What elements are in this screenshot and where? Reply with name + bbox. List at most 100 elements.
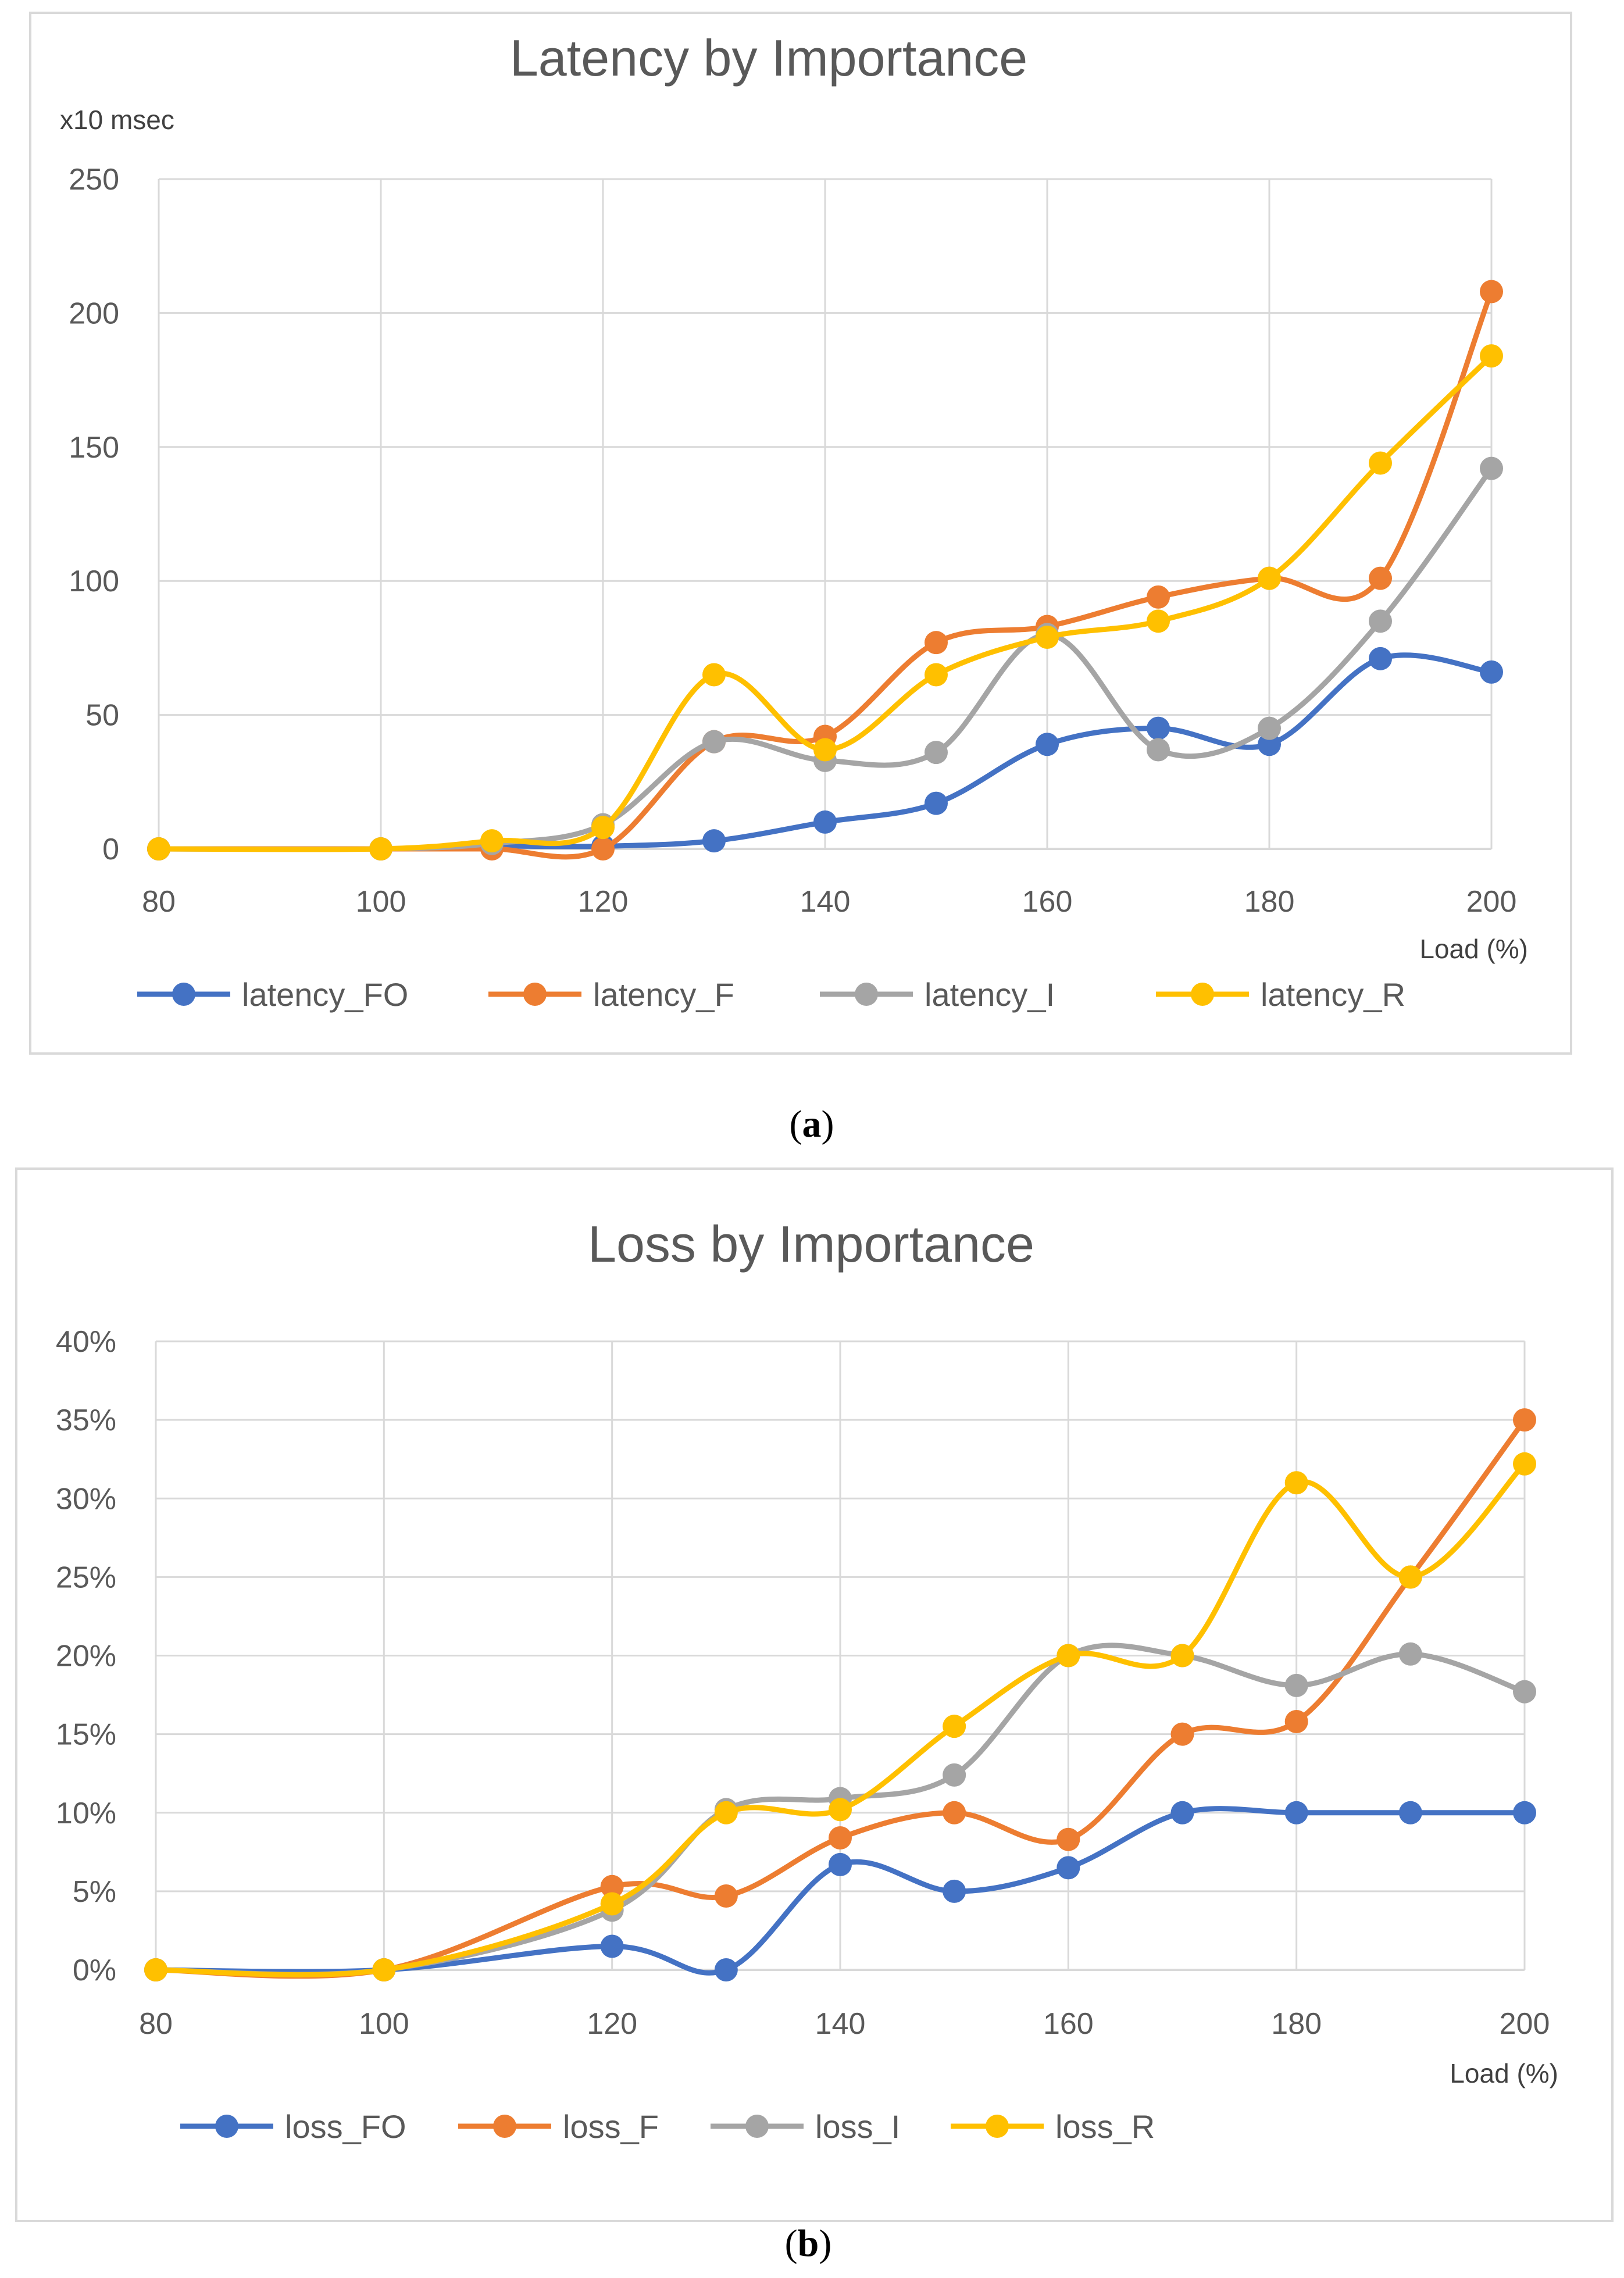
point-loss_F-160 <box>1057 1827 1080 1851</box>
latency-y-tick-3: 150 <box>69 431 119 465</box>
point-latency_F-120 <box>591 837 615 861</box>
chart-loss-series <box>144 1408 1536 1981</box>
point-loss_R-150 <box>943 1715 966 1738</box>
point-loss_I-180 <box>1284 1673 1308 1697</box>
point-latency_I-200 <box>1480 456 1503 480</box>
legend-item-loss_R: loss_R <box>951 2108 1155 2145</box>
chart-latency-series <box>147 280 1503 861</box>
loss-y-tick-2: 10% <box>56 1797 116 1830</box>
point-loss_FO-120 <box>600 1934 624 1958</box>
legend-label-loss_F: loss_F <box>563 2108 659 2145</box>
legend-marker-loss_FO <box>215 2115 238 2138</box>
legend-marker-loss_F <box>493 2115 516 2138</box>
point-latency_R-100 <box>369 837 392 861</box>
latency-x-tick-140: 140 <box>800 885 851 919</box>
point-loss_R-170 <box>1170 1644 1194 1668</box>
series-latency_R <box>147 344 1503 861</box>
point-latency_FO-130 <box>702 829 726 853</box>
legend-label-latency_I: latency_I <box>925 976 1055 1013</box>
point-loss_FO-140 <box>829 1852 852 1876</box>
loss-y-tick-0: 0% <box>73 1954 116 1987</box>
point-loss_FO-180 <box>1284 1801 1308 1824</box>
point-loss_F-170 <box>1170 1722 1194 1746</box>
chart-loss-title: Loss by Importance <box>588 1215 1034 1273</box>
latency-x-tick-180: 180 <box>1244 885 1295 919</box>
chart-latency-y-unit: x10 msec <box>60 105 174 135</box>
point-latency_R-170 <box>1147 609 1170 633</box>
legend-item-latency_R: latency_R <box>1156 976 1405 1013</box>
loss-y-tick-7: 35% <box>56 1404 116 1437</box>
loss-y-tick-4: 20% <box>56 1640 116 1673</box>
loss-y-tick-8: 40% <box>56 1325 116 1359</box>
point-loss_F-130 <box>714 1884 738 1908</box>
point-latency_FO-150 <box>925 791 948 815</box>
latency-x-tick-120: 120 <box>578 885 629 919</box>
chart-loss: Loss by Importance 0% 5% 10% 15% 20% 25% 30% 35… <box>15 1167 1614 2222</box>
chart-loss-x-unit: Load (%) <box>1450 2058 1558 2088</box>
loss-x-tick-200: 200 <box>1500 2007 1550 2041</box>
legend-item-latency_I: latency_I <box>820 976 1055 1013</box>
point-latency_F-150 <box>925 631 948 655</box>
point-latency_R-180 <box>1258 566 1281 590</box>
chart-latency-title: Latency by Importance <box>510 29 1027 87</box>
point-loss_F-120 <box>600 1874 624 1898</box>
latency-y-tick-4: 200 <box>69 297 119 330</box>
legend-marker-latency_R <box>1191 983 1214 1006</box>
point-latency_FO-160 <box>1036 733 1059 756</box>
chart-latency-legend: latency_FO latency_F latency_I latency_R <box>137 976 1405 1013</box>
loss-x-tick-160: 160 <box>1043 2007 1094 2041</box>
point-latency_R-200 <box>1480 344 1503 368</box>
point-latency_R-190 <box>1369 451 1392 475</box>
legend-marker-latency_FO <box>172 983 195 1006</box>
chart-latency: Latency by Importance x10 msec 0 50 100 150… <box>29 12 1572 1055</box>
loss-y-tick-3: 15% <box>56 1718 116 1752</box>
chart-latency-y-axis: 0 50 100 150 200 250 <box>69 163 119 866</box>
point-latency_I-170 <box>1147 738 1170 762</box>
legend-label-loss_R: loss_R <box>1055 2108 1155 2145</box>
point-latency_R-160 <box>1036 625 1059 649</box>
latency-x-tick-160: 160 <box>1022 885 1073 919</box>
series-line-latency_R <box>156 353 1494 852</box>
latency-y-tick-5: 250 <box>69 163 119 197</box>
point-loss_FO-190 <box>1398 1801 1422 1824</box>
latency-y-tick-2: 100 <box>69 565 119 598</box>
legend-marker-latency_I <box>855 983 878 1006</box>
point-latency_FO-140 <box>813 810 837 834</box>
legend-label-loss_I: loss_I <box>815 2108 900 2145</box>
point-loss_F-200 <box>1513 1408 1536 1432</box>
caption-a: (a) <box>790 1103 834 1145</box>
point-latency_FO-170 <box>1147 716 1170 740</box>
point-loss_F-150 <box>943 1801 966 1824</box>
loss-x-tick-100: 100 <box>359 2007 409 2041</box>
point-loss_FO-150 <box>943 1879 966 1903</box>
point-latency_F-200 <box>1480 280 1503 304</box>
series-loss_R <box>144 1452 1536 1981</box>
loss-x-tick-80: 80 <box>139 2007 173 2041</box>
point-latency_R-80 <box>147 837 170 861</box>
series-line-loss_FO <box>153 1806 1527 1976</box>
point-loss_R-180 <box>1284 1471 1308 1495</box>
point-latency_R-140 <box>813 738 837 762</box>
latency-x-tick-80: 80 <box>142 885 176 919</box>
chart-latency-x-axis: 80 100 120 140 160 180 200 <box>142 885 1516 919</box>
point-loss_FO-200 <box>1513 1801 1536 1824</box>
point-latency_I-150 <box>925 741 948 765</box>
point-latency_I-190 <box>1369 609 1392 633</box>
point-latency_R-150 <box>925 663 948 687</box>
point-loss_R-130 <box>714 1801 738 1824</box>
point-loss_I-150 <box>943 1763 966 1787</box>
point-latency_FO-190 <box>1369 647 1392 670</box>
loss-x-tick-180: 180 <box>1271 2007 1322 2041</box>
point-loss_R-160 <box>1057 1644 1080 1668</box>
point-loss_FO-130 <box>714 1958 738 1981</box>
loss-y-tick-1: 5% <box>73 1875 116 1909</box>
legend-marker-loss_R <box>986 2115 1009 2138</box>
point-latency_R-120 <box>591 816 615 840</box>
point-latency_FO-180 <box>1258 733 1281 756</box>
point-latency_FO-200 <box>1480 660 1503 684</box>
point-loss_R-190 <box>1398 1565 1422 1589</box>
loss-y-tick-6: 30% <box>56 1482 116 1516</box>
legend-label-loss_FO: loss_FO <box>285 2108 406 2145</box>
point-latency_I-130 <box>702 730 726 754</box>
